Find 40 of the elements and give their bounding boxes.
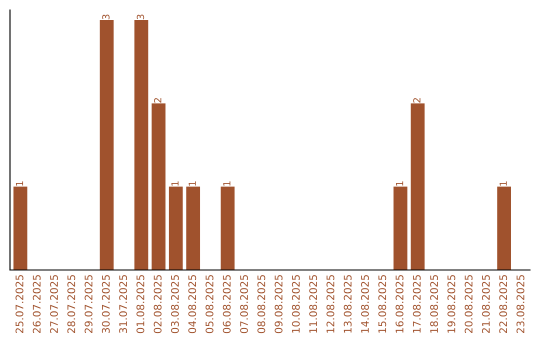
- data-label: 2: [154, 98, 162, 103]
- x-tick-label: 19.08.2025: [447, 275, 456, 333]
- x-tick-label: 21.08.2025: [482, 275, 490, 334]
- x-tick-label: 11.08.2025: [309, 275, 318, 333]
- data-label: 2: [413, 98, 420, 103]
- data-label: 3: [102, 14, 110, 20]
- x-tick-label: 05.08.2025: [206, 275, 214, 334]
- x-tick-label: 13.08.2025: [344, 275, 352, 333]
- data-label: 1: [500, 181, 507, 186]
- x-tick-label: 27.07.2025: [50, 275, 58, 334]
- x-tick-label: 01.08.2025: [136, 275, 144, 334]
- x-tick-label: 08.08.2025: [257, 275, 266, 334]
- x-tick-label: 12.08.2025: [326, 275, 334, 333]
- data-label: 1: [16, 181, 24, 186]
- x-tick-label: 15.08.2025: [378, 275, 386, 333]
- x-tick-label: 20.08.2025: [464, 275, 473, 334]
- x-tick-label: 02.08.2025: [154, 275, 162, 334]
- x-tick-label: 29.07.2025: [84, 275, 92, 334]
- data-label: 1: [188, 181, 196, 186]
- x-tick-label: 26.07.2025: [32, 275, 41, 334]
- x-tick-label: 25.07.2025: [16, 275, 24, 334]
- x-tick-label: 03.08.2025: [170, 275, 179, 334]
- x-tick-label: 07.08.2025: [240, 275, 248, 334]
- x-tick-label: 04.08.2025: [188, 275, 196, 334]
- x-tick-label: 17.08.2025: [412, 275, 421, 333]
- data-label: 3: [136, 14, 144, 20]
- x-tick-label: 31.07.2025: [119, 275, 128, 334]
- x-tick-label: 06.08.2025: [222, 275, 231, 334]
- x-tick-label: 30.07.2025: [102, 275, 110, 334]
- x-tick-label: 28.07.2025: [67, 275, 76, 334]
- x-tick-label: 09.08.2025: [274, 275, 283, 334]
- x-tick-label: 14.08.2025: [361, 275, 369, 333]
- x-tick-label: 10.08.2025: [292, 275, 300, 333]
- x-tick-label: 22.08.2025: [499, 275, 508, 334]
- x-tick-label: 23.08.2025: [516, 275, 524, 334]
- x-tick-label: 16.08.2025: [396, 275, 404, 333]
- data-label: 1: [223, 181, 230, 186]
- data-label: 1: [171, 181, 179, 186]
- data-label: 1: [396, 181, 404, 186]
- x-tick-label: 18.08.2025: [430, 275, 438, 333]
